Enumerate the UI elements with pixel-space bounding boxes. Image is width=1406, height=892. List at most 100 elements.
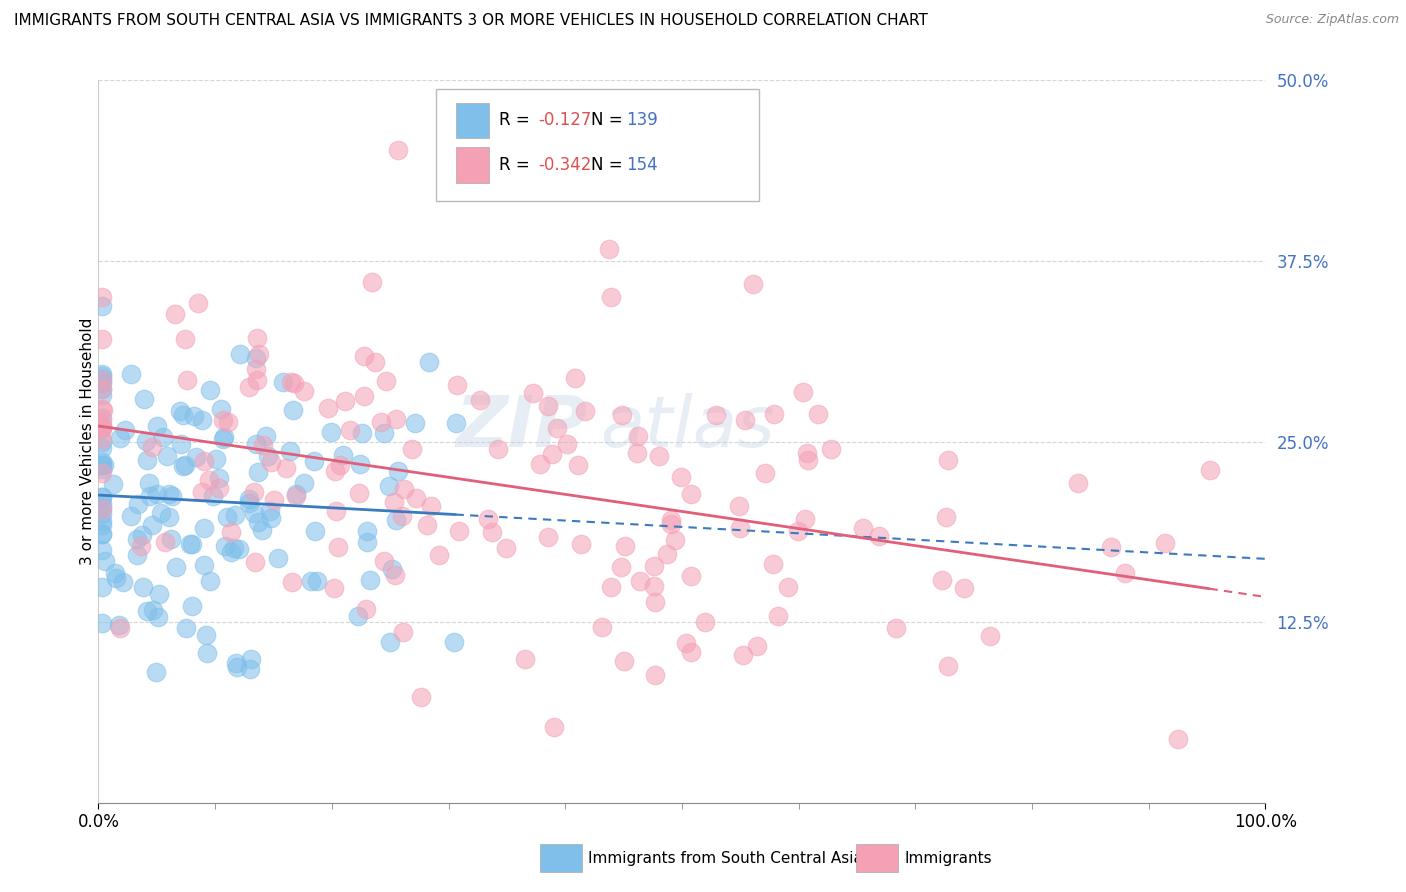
Point — [105, 571, 128, 585]
Point — [627, 429, 650, 443]
Point — [90, 527, 112, 541]
Point — [90, 367, 112, 381]
Point — [135, 434, 157, 448]
Point — [90, 372, 112, 386]
Point — [129, 540, 152, 554]
Point — [90, 402, 112, 417]
Point — [239, 662, 262, 676]
Point — [120, 508, 142, 523]
Point — [598, 243, 620, 257]
Point — [243, 555, 266, 569]
Point — [797, 452, 820, 467]
Point — [90, 458, 112, 472]
Point — [90, 496, 112, 510]
Point — [470, 392, 492, 407]
Point — [446, 377, 468, 392]
Point — [529, 457, 551, 471]
Point — [356, 524, 378, 538]
Point — [1154, 535, 1177, 549]
Point — [90, 517, 112, 532]
Point — [648, 449, 671, 463]
Point — [495, 541, 517, 555]
Point — [574, 403, 596, 417]
Point — [418, 355, 440, 369]
Point — [382, 495, 405, 509]
Point — [742, 277, 765, 291]
Point — [644, 558, 666, 573]
Point — [141, 440, 163, 454]
Point — [247, 466, 270, 480]
Point — [172, 459, 194, 474]
Point — [238, 492, 260, 507]
Point — [610, 559, 633, 574]
Point — [796, 446, 818, 460]
Point — [285, 489, 308, 503]
Point — [198, 384, 221, 398]
Point — [353, 389, 375, 403]
Point — [374, 374, 396, 388]
Point — [94, 554, 117, 568]
Y-axis label: 3 or more Vehicles in Household: 3 or more Vehicles in Household — [80, 318, 94, 566]
Point — [120, 367, 142, 381]
Point — [278, 444, 301, 458]
Point — [936, 453, 959, 467]
Point — [675, 636, 697, 650]
Point — [90, 580, 112, 594]
Point — [299, 574, 322, 589]
Point — [90, 414, 112, 428]
Point — [90, 455, 112, 469]
Point — [132, 580, 155, 594]
Point — [90, 616, 112, 631]
Point — [226, 660, 249, 674]
Point — [215, 510, 238, 524]
Point — [181, 599, 204, 614]
Point — [381, 562, 404, 576]
Text: atlas: atlas — [600, 392, 775, 461]
Point — [319, 425, 342, 439]
Point — [198, 574, 221, 588]
Point — [392, 482, 415, 496]
Point — [163, 307, 186, 321]
Point — [90, 290, 112, 304]
Point — [599, 580, 621, 594]
Point — [778, 580, 800, 594]
Point — [762, 407, 785, 421]
Point — [349, 457, 371, 471]
Point — [146, 487, 169, 501]
Point — [138, 490, 160, 504]
Point — [734, 413, 756, 427]
Point — [373, 554, 395, 568]
Point — [613, 539, 636, 553]
Text: 154: 154 — [626, 156, 657, 174]
Point — [136, 604, 159, 618]
Text: Source: ZipAtlas.com: Source: ZipAtlas.com — [1265, 13, 1399, 27]
Point — [728, 499, 751, 513]
Point — [316, 401, 339, 416]
Point — [347, 486, 370, 500]
Point — [108, 431, 131, 445]
Point — [229, 347, 252, 361]
Point — [214, 539, 236, 553]
Point — [93, 458, 115, 473]
Point — [170, 436, 193, 450]
Point — [513, 652, 536, 666]
Point — [868, 529, 890, 543]
Point — [1099, 540, 1122, 554]
Point — [90, 376, 112, 390]
Point — [953, 581, 976, 595]
Point — [564, 370, 586, 384]
Point — [335, 394, 357, 409]
Point — [252, 438, 274, 452]
Point — [242, 485, 264, 500]
Point — [180, 536, 202, 550]
Point — [257, 449, 280, 463]
Point — [266, 551, 288, 566]
Point — [219, 545, 242, 559]
Point — [276, 461, 298, 475]
Point — [353, 349, 375, 363]
Point — [263, 493, 285, 508]
Point — [936, 659, 959, 673]
Point — [704, 409, 727, 423]
Point — [254, 429, 277, 443]
Text: R =: R = — [499, 112, 536, 129]
